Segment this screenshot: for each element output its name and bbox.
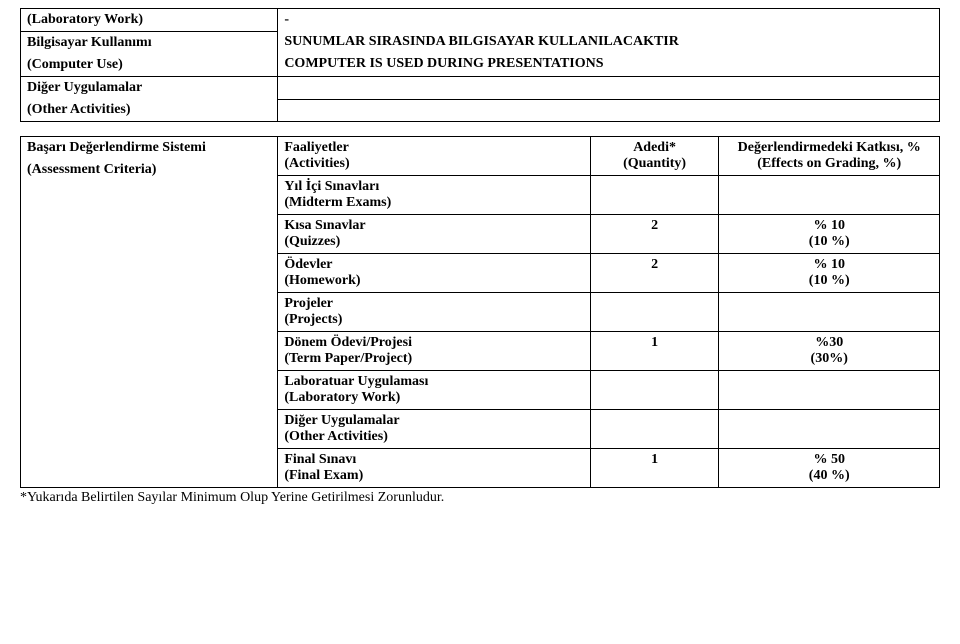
- proj-qty: [590, 293, 719, 332]
- other-activities-en: (Other Activities): [27, 102, 271, 118]
- midterm-grade: [719, 176, 940, 215]
- computer-use-en: COMPUTER IS USED DURING PRESENTATIONS: [284, 56, 933, 72]
- dash: -: [284, 12, 933, 28]
- grading-header-en: (Effects on Grading, %): [725, 156, 933, 172]
- midterm-tr: Yıl İçi Sınavları: [284, 179, 583, 195]
- quiz-grade: % 10(10 %): [719, 215, 940, 254]
- hw-qty: 2: [590, 254, 719, 293]
- final-grade: % 50(40 %): [719, 449, 940, 488]
- footnote: *Yukarıda Belirtilen Sayılar Minimum Olu…: [20, 490, 940, 506]
- other-en: (Other Activities): [284, 429, 583, 445]
- assessment-criteria-tr: Başarı Değerlendirme Sistemi: [27, 140, 271, 156]
- other-activities-label: Diğer Uygulamalar (Other Activities): [21, 77, 278, 122]
- lab-work-label: (Laboratory Work): [21, 9, 278, 32]
- lab-en: (Laboratory Work): [284, 390, 583, 406]
- assessment-criteria-en: (Assessment Criteria): [27, 162, 271, 178]
- grading-header: Değerlendirmedeki Katkısı, % (Effects on…: [719, 137, 940, 176]
- final-en: (Final Exam): [284, 468, 583, 484]
- final-tr: Final Sınavı: [284, 452, 583, 468]
- term-tr: Dönem Ödevi/Projesi: [284, 335, 583, 351]
- activities-header: Faaliyetler (Activities): [278, 137, 590, 176]
- empty-cell-1: [278, 77, 940, 100]
- quantity-header: Adedi* (Quantity): [590, 137, 719, 176]
- assessment-criteria-label: Başarı Değerlendirme Sistemi (Assessment…: [21, 137, 278, 488]
- lab-qty: [590, 371, 719, 410]
- computer-use-label-en: (Computer Use): [27, 57, 271, 73]
- final-qty: 1: [590, 449, 719, 488]
- activities-header-en: (Activities): [284, 156, 583, 172]
- quiz-en: (Quizzes): [284, 234, 583, 250]
- term-qty: 1: [590, 332, 719, 371]
- empty-cell-2: [278, 99, 940, 122]
- midterm-en: (Midterm Exams): [284, 195, 583, 211]
- term-en: (Term Paper/Project): [284, 351, 583, 367]
- computer-use-label: Bilgisayar Kullanımı (Computer Use): [21, 32, 278, 77]
- activities-header-tr: Faaliyetler: [284, 140, 583, 156]
- other-qty: [590, 410, 719, 449]
- proj-grade: [719, 293, 940, 332]
- other-tr: Diğer Uygulamalar: [284, 413, 583, 429]
- midterm-qty: [590, 176, 719, 215]
- quiz-tr: Kısa Sınavlar: [284, 218, 583, 234]
- dash-cell: - SUNUMLAR SIRASINDA BILGISAYAR KULLANIL…: [278, 9, 940, 77]
- quiz-qty: 2: [590, 215, 719, 254]
- proj-en: (Projects): [284, 312, 583, 328]
- computer-use-tr: SUNUMLAR SIRASINDA BILGISAYAR KULLANILAC…: [284, 34, 933, 50]
- quantity-header-en: (Quantity): [597, 156, 713, 172]
- hw-en: (Homework): [284, 273, 583, 289]
- lab-tr: Laboratuar Uygulaması: [284, 374, 583, 390]
- other-grade: [719, 410, 940, 449]
- other-activities-tr: Diğer Uygulamalar: [27, 80, 271, 96]
- grading-header-tr: Değerlendirmedeki Katkısı, %: [725, 140, 933, 156]
- proj-tr: Projeler: [284, 296, 583, 312]
- lab-grade: [719, 371, 940, 410]
- hw-grade: % 10(10 %): [719, 254, 940, 293]
- quantity-header-tr: Adedi*: [597, 140, 713, 156]
- term-grade: %30(30%): [719, 332, 940, 371]
- computer-use-label-tr: Bilgisayar Kullanımı: [27, 35, 271, 51]
- assessment-table: Başarı Değerlendirme Sistemi (Assessment…: [20, 136, 940, 488]
- hw-tr: Ödevler: [284, 257, 583, 273]
- activities-table: (Laboratory Work) - SUNUMLAR SIRASINDA B…: [20, 8, 940, 122]
